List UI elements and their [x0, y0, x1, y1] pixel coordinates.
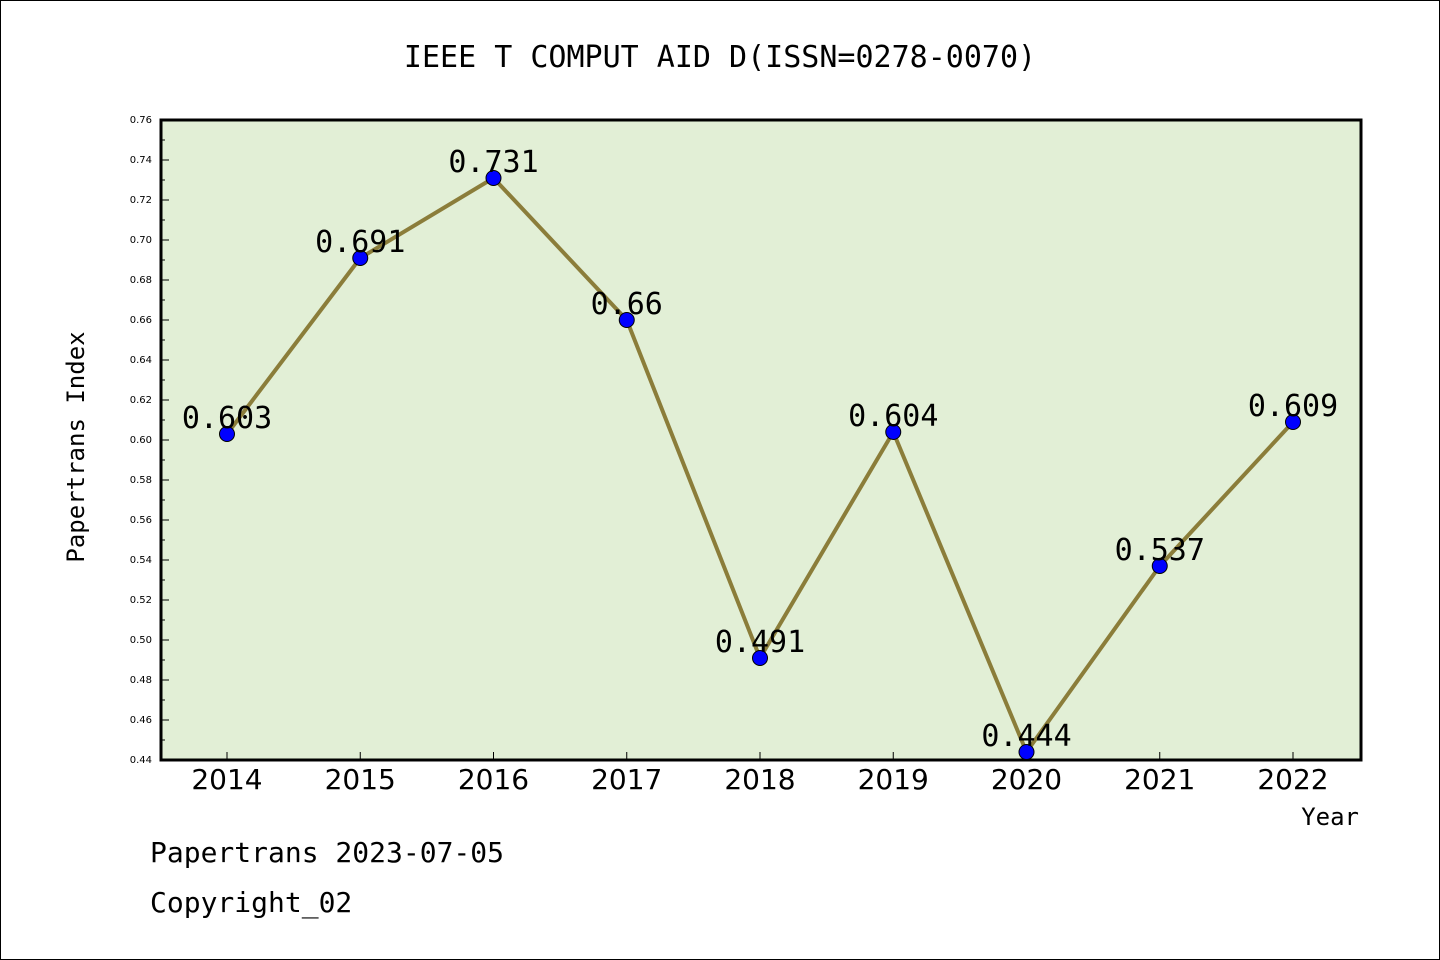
y-tick-label: 0.72: [130, 195, 152, 206]
footer-date: Papertrans 2023-07-05: [150, 836, 505, 869]
y-tick-label: 0.54: [130, 555, 152, 566]
y-axis-title: Papertrans Index: [62, 331, 90, 562]
data-point: [1151, 558, 1168, 574]
y-tick-label: 0.70: [130, 235, 152, 246]
footer-copyright: Copyright_02: [150, 886, 353, 919]
y-tick-label: 0.68: [130, 275, 152, 286]
data-label: 0.491: [715, 625, 805, 660]
data-point: [352, 250, 369, 266]
y-tick-label: 0.66: [130, 315, 152, 326]
data-point: [752, 650, 768, 666]
x-tick-label: 2022: [1257, 763, 1328, 796]
data-point: [885, 424, 902, 440]
x-tick-label: 2016: [458, 763, 529, 796]
y-tick-label: 0.46: [130, 715, 152, 726]
x-tick-label: 2017: [591, 763, 662, 796]
y-tick-label: 0.56: [130, 515, 152, 526]
data-label: 0.731: [448, 145, 538, 180]
x-tick-label: 2015: [325, 763, 396, 796]
series: 0.603 0.691 0.731 0.66 0.491 0.604 0.444 0.537 0…: [182, 145, 1338, 760]
x-axis-title: Year: [1301, 803, 1359, 831]
data-label: 0.604: [848, 399, 938, 434]
data-label: 0.691: [315, 225, 405, 260]
data-label: 0.609: [1248, 389, 1338, 424]
data-label: 0.66: [591, 287, 663, 322]
y-tick-label: 0.50: [130, 635, 152, 646]
y-tick-label: 0.62: [130, 395, 152, 406]
x-axis: 2014 2015 2016 2017 2018 2019 2020 2021 2022: [191, 752, 1329, 796]
data-point: [1285, 414, 1301, 430]
y-tick-label: 0.44: [130, 755, 152, 766]
chart-title: IEEE T COMPUT AID D(ISSN=0278-0070): [404, 40, 1036, 75]
data-label: 0.444: [981, 719, 1071, 754]
data-point: [485, 170, 502, 186]
x-tick-label: 2021: [1124, 763, 1195, 796]
data-point: [219, 426, 235, 442]
data-point: [618, 312, 635, 328]
y-tick-label: 0.64: [130, 355, 152, 366]
y-tick-label: 0.48: [130, 675, 152, 686]
x-tick-label: 2014: [191, 763, 262, 796]
y-tick-label: 0.76: [130, 115, 152, 126]
y-tick-label: 0.52: [130, 595, 152, 606]
x-tick-label: 2020: [991, 763, 1062, 796]
data-label: 0.603: [182, 401, 272, 436]
y-tick-label: 0.58: [130, 475, 152, 486]
y-tick-label: 0.60: [130, 435, 152, 446]
data-point: [1018, 744, 1035, 760]
y-tick-label: 0.74: [130, 155, 152, 166]
x-tick-label: 2018: [724, 763, 795, 796]
data-label: 0.537: [1115, 533, 1205, 568]
x-tick-label: 2019: [858, 763, 929, 796]
y-axis: 0.44 0.46 0.48 0.50 0.52 0.54 0.56 0.58 0.60 0.62…: [130, 115, 169, 766]
